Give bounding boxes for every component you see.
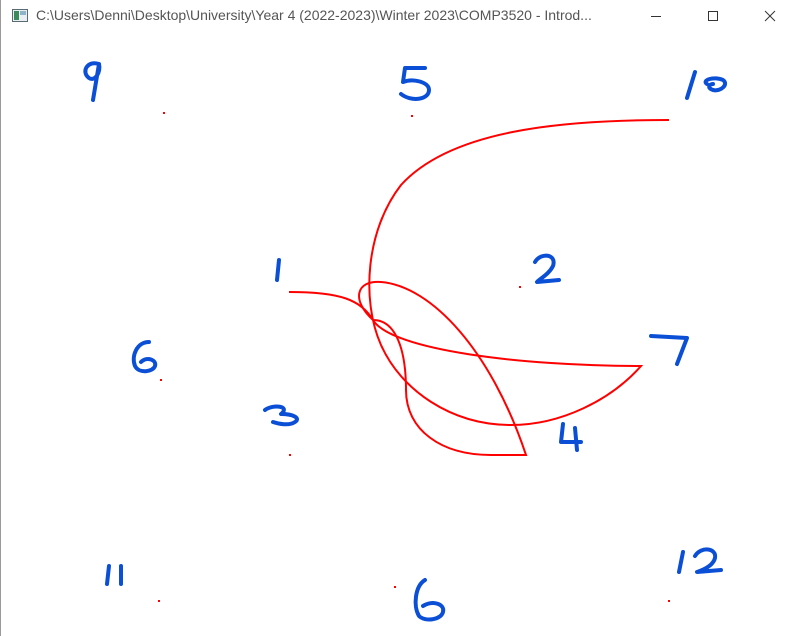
control-point — [668, 600, 670, 602]
bezier-curve-loop — [358, 280, 528, 456]
label-7 — [649, 334, 689, 366]
close-icon — [764, 10, 776, 21]
close-button[interactable] — [747, 0, 793, 31]
label-3 — [263, 404, 300, 427]
minimize-button[interactable] — [633, 0, 679, 31]
label-1 — [275, 258, 281, 282]
control-point — [160, 379, 162, 381]
label-2 — [533, 253, 561, 284]
label-12 — [677, 547, 723, 574]
control-point — [289, 454, 291, 456]
label-9 — [83, 61, 102, 102]
label-6-left — [131, 340, 158, 374]
maximize-button[interactable] — [690, 0, 736, 31]
handwritten-labels — [83, 61, 728, 622]
drawing-canvas[interactable] — [1, 31, 801, 636]
window-title: C:\Users\Denni\Desktop\University\Year 4… — [36, 7, 592, 23]
label-11 — [105, 564, 123, 586]
control-point — [394, 586, 396, 588]
control-point — [519, 286, 521, 288]
maximize-icon — [708, 10, 718, 21]
label-4 — [559, 422, 583, 452]
label-10 — [685, 70, 728, 100]
label-5 — [399, 66, 431, 101]
control-points — [158, 112, 670, 602]
title-bar[interactable]: C:\Users\Denni\Desktop\University\Year 4… — [1, 0, 801, 31]
bezier-curve — [288, 119, 670, 427]
control-point — [411, 115, 413, 117]
control-point — [163, 112, 165, 114]
control-point — [158, 600, 160, 602]
label-6-bottom — [413, 578, 446, 622]
minimize-icon — [651, 15, 661, 17]
app-icon — [12, 9, 28, 22]
